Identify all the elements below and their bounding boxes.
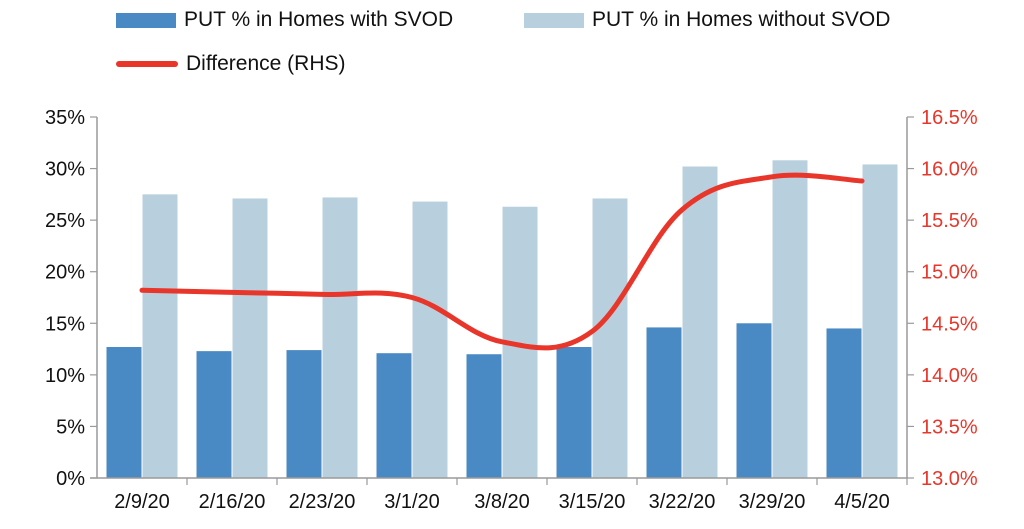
difference-point-4	[501, 341, 503, 343]
bar-with-svod-2	[286, 350, 322, 478]
line-layer	[139, 172, 865, 351]
x-tick-label: 3/29/20	[739, 491, 806, 513]
y-left-tick-label: 0%	[56, 468, 85, 490]
x-tick-label: 2/16/20	[199, 491, 266, 513]
bar-with-svod-4	[466, 354, 502, 478]
y-right-tick-label: 16.5%	[921, 107, 978, 129]
bar-with-svod-6	[646, 327, 682, 478]
bar-with-svod-1	[196, 351, 232, 478]
legend-label-without-svod: PUT % in Homes without SVOD	[592, 8, 891, 31]
y-left-tick-label: 20%	[45, 262, 85, 284]
bar-with-svod-8	[826, 328, 862, 478]
x-tick-label: 2/9/20	[114, 491, 170, 513]
bar-layer	[106, 160, 898, 479]
x-tick-label: 3/8/20	[474, 491, 530, 513]
legend-item-without-svod: PUT % in Homes without SVOD	[524, 8, 890, 32]
difference-point-6	[681, 209, 683, 211]
y-right-tick-label: 15.0%	[921, 262, 978, 284]
difference-point-2	[321, 293, 323, 295]
bar-without-svod-5	[592, 198, 628, 479]
difference-point-0	[141, 289, 143, 291]
difference-point-1	[231, 291, 233, 293]
bar-without-svod-6	[682, 166, 718, 478]
y-left-tick-label: 35%	[45, 107, 85, 129]
y-right-tick-label: 14.5%	[921, 313, 978, 335]
bar-without-svod-3	[412, 201, 448, 478]
bar-with-svod-5	[556, 347, 592, 478]
y-left-tick-label: 15%	[45, 313, 85, 335]
chart-legend: PUT % in Homes with SVOD PUT % in Homes …	[0, 0, 1024, 95]
difference-point-3	[411, 297, 413, 298]
y-right-tick-label: 15.5%	[921, 210, 978, 232]
difference-point-8	[861, 180, 863, 182]
x-tick-label: 3/1/20	[384, 491, 440, 513]
bar-with-svod-7	[736, 323, 772, 478]
y-right-tick-label: 14.0%	[921, 365, 978, 387]
bar-with-svod-3	[376, 353, 412, 478]
y-left-tick-label: 30%	[45, 159, 85, 181]
x-tick-label: 3/22/20	[649, 491, 716, 513]
bar-without-svod-1	[232, 198, 268, 479]
axes-layer: 2/9/20 2/16/20 2/23/20 3/1/20 3/8/20 3/15/20 3…	[45, 107, 978, 513]
bar-without-svod-8	[862, 164, 898, 478]
y-left-tick-label: 25%	[45, 210, 85, 232]
bar-with-svod-0	[106, 347, 142, 478]
x-tick-label: 2/23/20	[289, 491, 356, 513]
difference-point-5	[591, 331, 593, 333]
legend-swatch-without-svod	[524, 12, 584, 28]
y-right-tick-label: 16.0%	[921, 159, 978, 181]
difference-line	[139, 172, 865, 351]
legend-item-difference: Difference (RHS)	[116, 52, 346, 76]
legend-item-with-svod: PUT % in Homes with SVOD	[116, 8, 453, 32]
bar-without-svod-7	[772, 160, 808, 478]
legend-swatch-difference	[116, 61, 178, 67]
legend-swatch-with-svod	[116, 12, 176, 28]
x-tick-label: 4/5/20	[834, 491, 890, 513]
bar-without-svod-2	[322, 197, 358, 479]
legend-label-with-svod: PUT % in Homes with SVOD	[184, 8, 454, 31]
y-right-tick-label: 13.0%	[921, 468, 978, 490]
legend-label-difference: Difference (RHS)	[186, 52, 346, 75]
y-left-tick-label: 10%	[45, 365, 85, 387]
y-left-tick-label: 5%	[56, 416, 85, 438]
y-right-tick-label: 13.5%	[921, 416, 978, 438]
difference-point-7	[771, 176, 773, 178]
x-tick-label: 3/15/20	[559, 491, 626, 513]
bar-without-svod-0	[142, 194, 178, 478]
